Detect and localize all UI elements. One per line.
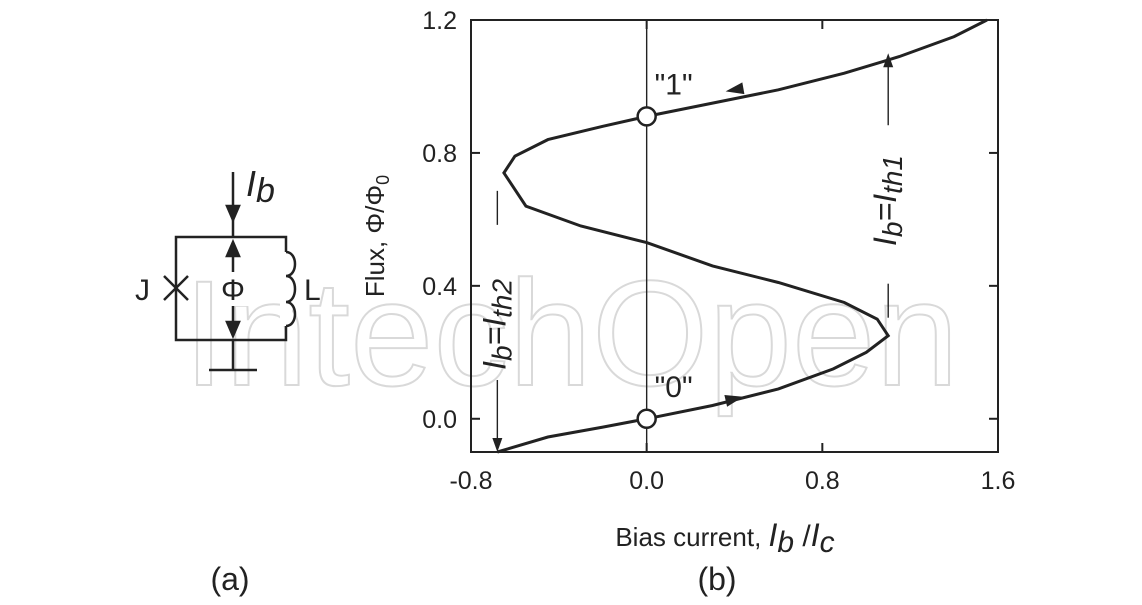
junction-label: J [135, 274, 150, 307]
x-tick-label: 1.6 [981, 467, 1016, 495]
x-label-slash: / [794, 520, 811, 553]
x-label-s1: b [777, 526, 794, 559]
threshold-label-eq: =I [476, 318, 512, 346]
x-tick-label: 0.8 [805, 467, 840, 495]
junction-cross-2 [163, 275, 189, 301]
panel-label-b: (b) [697, 561, 736, 597]
threshold-label-sub: b [877, 221, 908, 237]
y-label-phi: Φ/Φ [360, 185, 390, 234]
x-label-s2: c [820, 526, 835, 559]
bias-label: Ib [246, 163, 275, 210]
y-tick-label: 0.4 [422, 273, 457, 301]
state-label: "0" [655, 371, 693, 404]
threshold-label-sub: th1 [877, 155, 908, 194]
inductor-coil [285, 250, 297, 328]
state-label: "1" [655, 68, 693, 101]
state-marker [636, 408, 657, 430]
x-tick-label: -0.8 [449, 467, 492, 495]
inductor-gap [280, 252, 292, 326]
y-axis-label: Flux, Φ/Φ0 [360, 175, 393, 297]
y-tick-label: 0.0 [422, 406, 457, 434]
panel-label-a: (a) [210, 561, 249, 597]
flux-arrow-up [225, 238, 241, 258]
y-label-prefix: Flux, [360, 234, 390, 298]
plot-frame [470, 19, 999, 453]
curve-direction-arrows [724, 82, 745, 407]
threshold-label-eq: =I [867, 194, 903, 222]
threshold-label-i: I [476, 361, 512, 370]
bias-label-sub: b [256, 172, 275, 210]
flux-symbol: Φ [221, 274, 245, 307]
threshold-label-sub: b [486, 345, 517, 361]
x-label-i2: I [811, 517, 820, 553]
threshold-arrow-head [492, 438, 503, 452]
y-tick-label: 1.2 [422, 7, 457, 35]
circuit-diagram [163, 172, 297, 372]
y-label-sub: 0 [373, 175, 393, 185]
curve-direction-arrow [725, 82, 745, 95]
plot-area: -0.8 0.0 0.8 1.60.00.40.81.2 Ib=Ith2Ib=Ith1… [422, 7, 1015, 495]
threshold-label: Ib=Ith1 [867, 155, 908, 246]
bias-arrow [225, 204, 241, 224]
flux-arrow-down [225, 320, 241, 340]
x-tick-label: 0.0 [629, 467, 664, 495]
y-tick-label: 0.8 [422, 140, 457, 168]
threshold-label-i: I [867, 237, 903, 246]
flux-label-bg [218, 272, 250, 306]
curve-direction-arrow [724, 395, 744, 407]
watermark-text: IntechOpen [183, 249, 959, 417]
state-markers: "0" "1" [636, 68, 693, 430]
threshold-label: Ib=Ith2 [476, 279, 517, 370]
inductor-label: L [304, 274, 321, 307]
threshold-arrow-head [883, 53, 894, 68]
axis-tick-labels: -0.8 0.0 0.8 1.6 0.0 0.4 0.8 1.2 [422, 7, 1015, 495]
x-label-prefix: Bias current, [615, 522, 768, 552]
state-marker [636, 106, 657, 127]
x-axis-label: Bias current, Ib /Ic [615, 517, 834, 559]
x-label-i1: I [769, 517, 778, 553]
threshold-label-sub: th2 [486, 279, 517, 318]
bias-label-main: I [246, 163, 256, 204]
